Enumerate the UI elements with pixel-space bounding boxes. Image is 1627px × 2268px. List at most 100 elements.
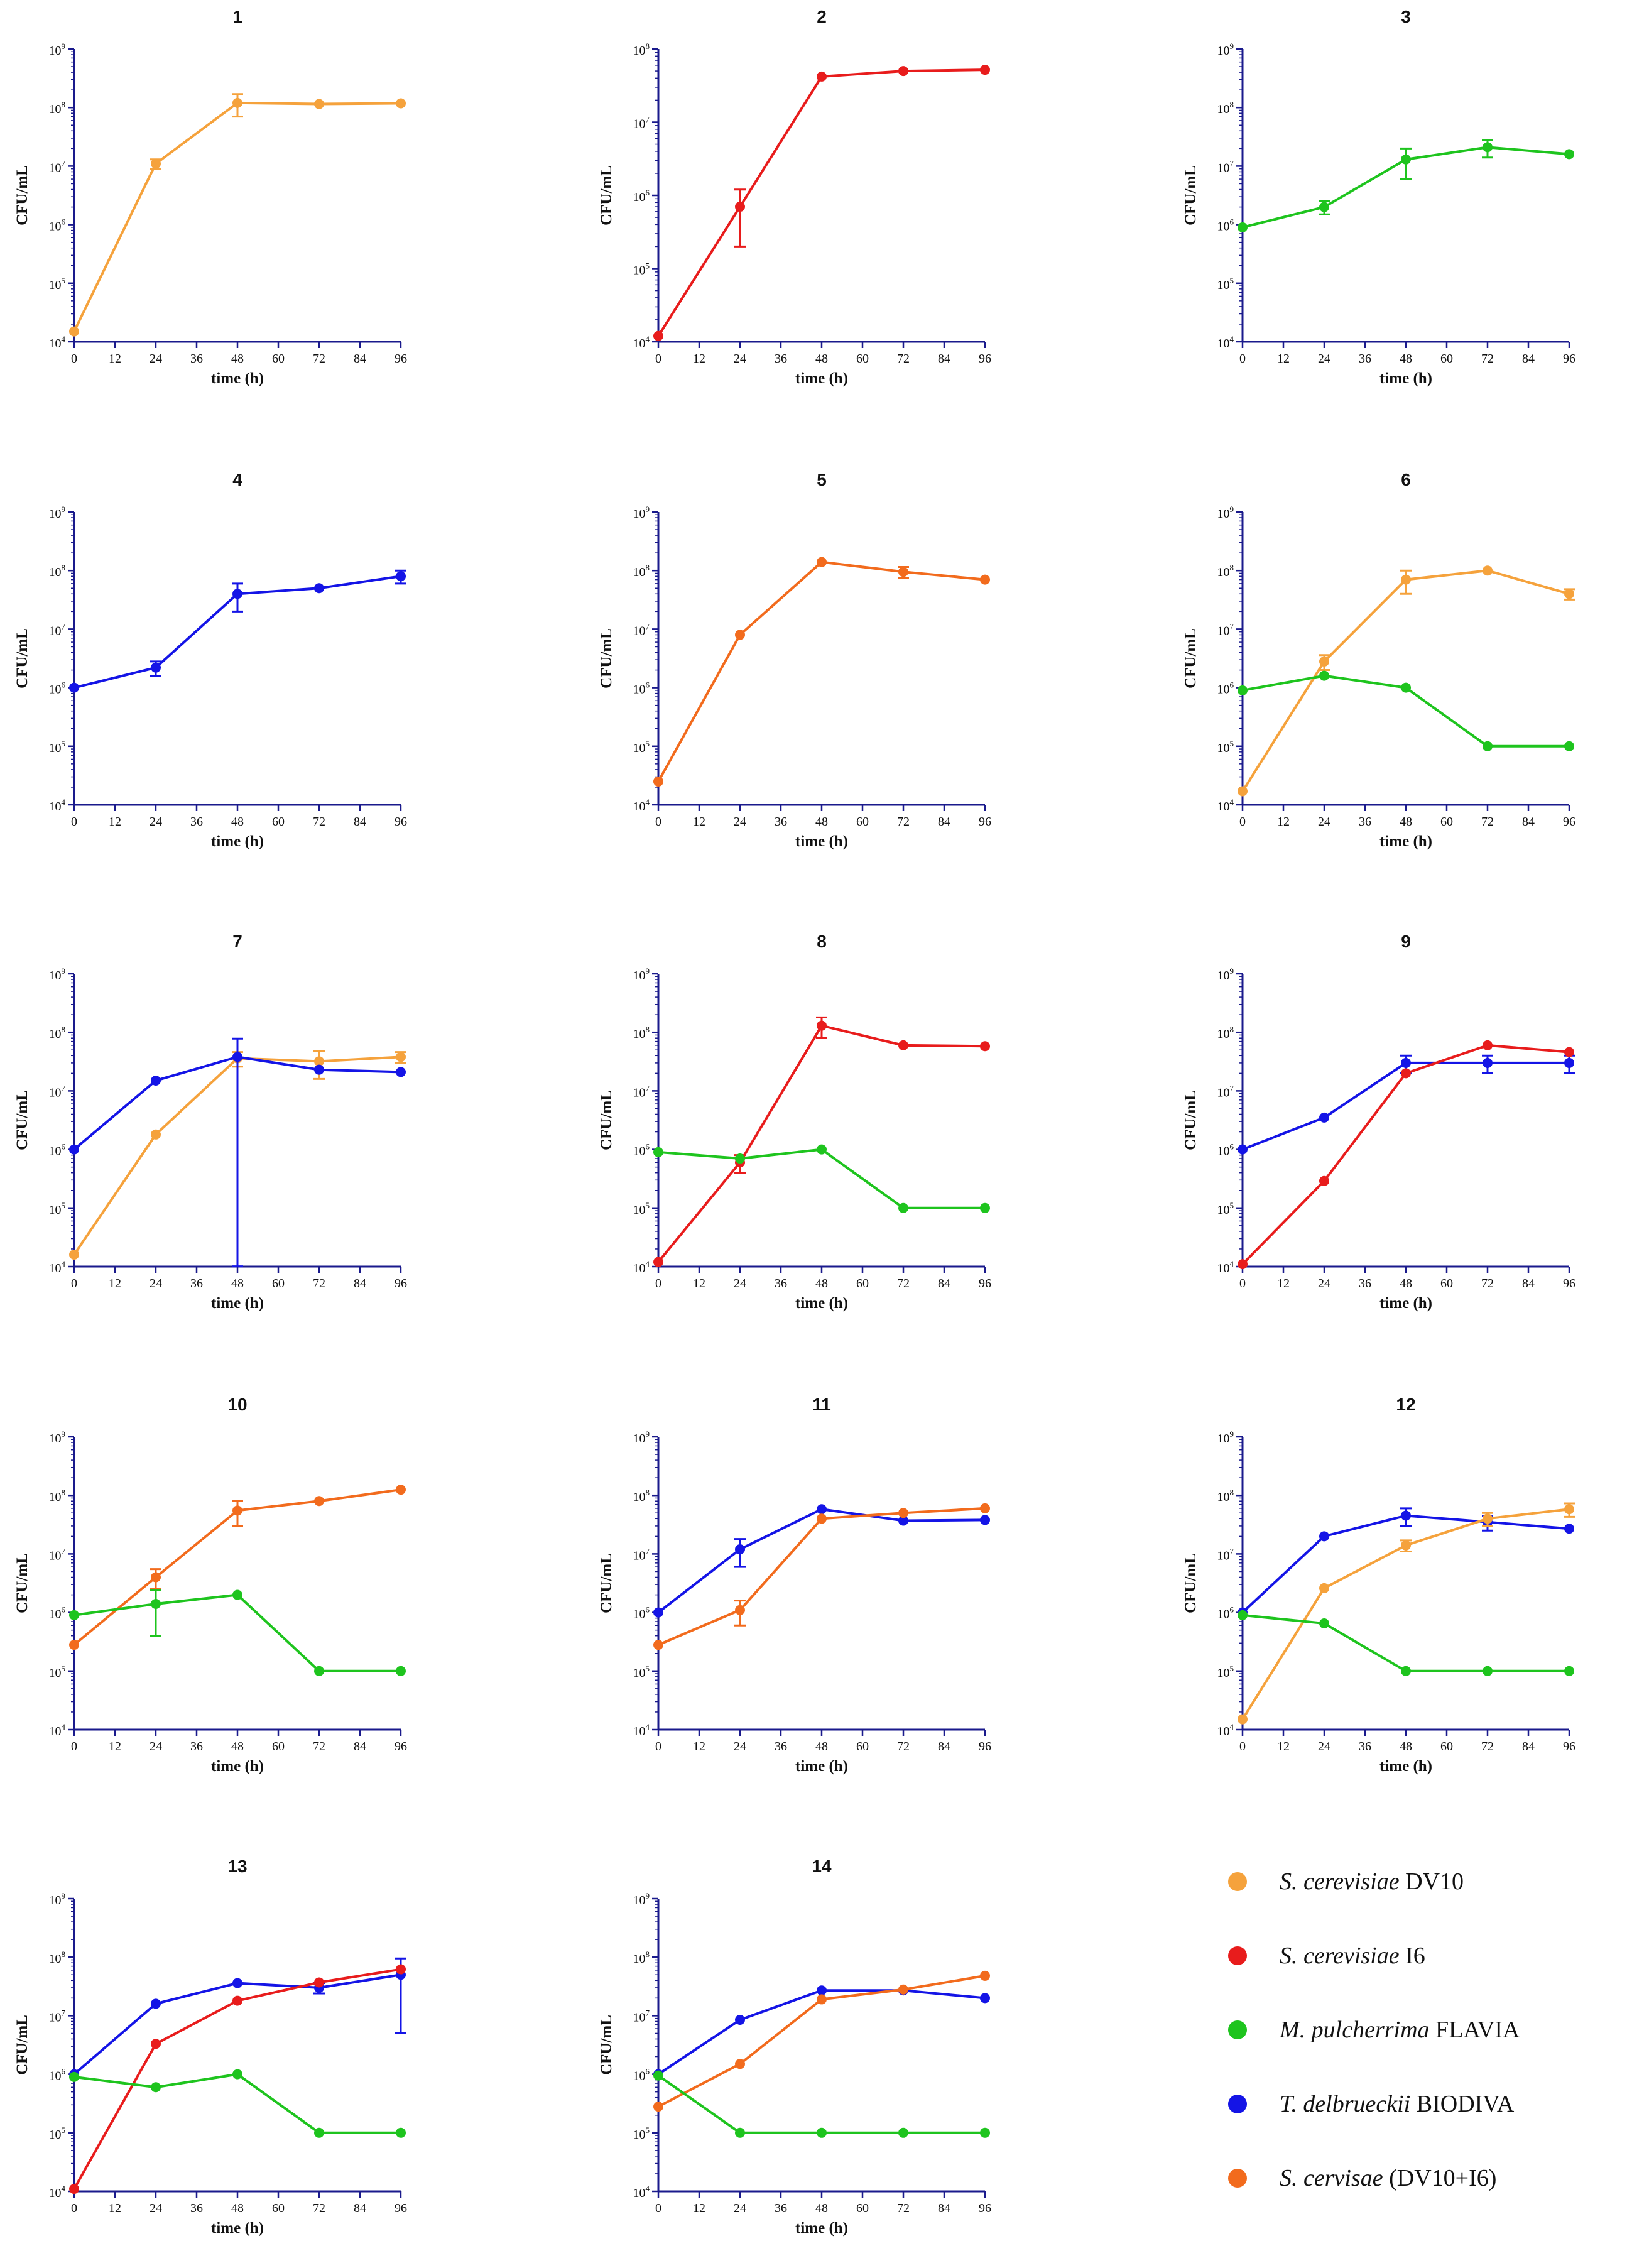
data-point-biodiva	[1483, 1517, 1493, 1527]
x-tick-label: 84	[938, 352, 950, 366]
data-point-biodiva	[1401, 1510, 1411, 1521]
x-tick-label: 36	[190, 352, 203, 366]
x-tick-label: 36	[775, 815, 787, 829]
panel-title: 4	[232, 470, 242, 489]
y-tick-label: 104	[1217, 334, 1234, 351]
data-point-mix	[817, 557, 827, 567]
x-tick-label: 96	[979, 1740, 991, 1753]
data-point-biodiva	[898, 1515, 908, 1526]
data-point-i6	[314, 1977, 324, 1988]
data-point-i6	[817, 1020, 827, 1031]
y-tick-label: 104	[49, 334, 66, 351]
y-tick-label: 107	[1217, 621, 1234, 638]
x-axis-title: time (h)	[211, 1758, 264, 1775]
y-tick-label: 108	[1217, 1488, 1234, 1504]
x-tick-label: 12	[1277, 352, 1290, 366]
x-tick-label: 60	[856, 352, 869, 366]
y-axis-title: CFU/mL	[14, 2015, 31, 2075]
data-point-dv10	[1483, 1513, 1493, 1524]
y-tick-label: 108	[49, 1949, 66, 1966]
legend-marker-flavia	[1228, 2020, 1247, 2039]
data-point-biodiva	[396, 1067, 406, 1077]
y-tick-label: 107	[633, 1546, 650, 1562]
y-tick-label: 108	[633, 1949, 650, 1966]
y-tick-label: 108	[49, 1488, 66, 1504]
series-line-dv10	[73, 101, 401, 332]
y-tick-label: 109	[49, 966, 66, 983]
x-tick-label: 96	[1563, 1740, 1575, 1753]
data-point-dv10	[232, 97, 242, 108]
x-axis-title: time (h)	[211, 1295, 264, 1312]
x-axis-title: time (h)	[795, 370, 848, 387]
legend-label-i6: S. cerevisiae I6	[1280, 1943, 1425, 1969]
data-point-biodiva	[1483, 1057, 1493, 1068]
x-tick-label: 84	[938, 1277, 950, 1290]
x-tick-label: 0	[1239, 352, 1246, 366]
x-tick-label: 48	[1400, 815, 1412, 829]
data-point-biodiva	[980, 1515, 990, 1525]
y-tick-label: 109	[633, 1891, 650, 1907]
series-line-biodiva	[73, 1973, 401, 2076]
data-point-mix	[735, 1605, 745, 1615]
data-point-mix	[735, 630, 745, 640]
data-point-flavia	[232, 1589, 242, 1600]
y-tick-label: 107	[633, 621, 650, 638]
y-tick-label: 105	[1217, 276, 1234, 292]
x-tick-label: 72	[897, 2201, 910, 2215]
y-tick-label: 104	[633, 1259, 650, 1275]
y-axis-title: CFU/mL	[14, 1090, 31, 1150]
data-point-biodiva	[314, 583, 324, 594]
y-tick-label: 106	[633, 1605, 650, 1622]
data-point-i6	[1564, 1047, 1574, 1057]
x-tick-label: 48	[815, 815, 828, 829]
x-tick-label: 96	[395, 815, 407, 829]
x-tick-label: 24	[150, 815, 162, 829]
data-point-i6	[1238, 1259, 1248, 1270]
legend-label-biodiva: T. delbrueckii BIODIVA	[1280, 2091, 1515, 2117]
data-point-mix	[653, 1640, 663, 1650]
x-tick-label: 24	[1318, 1740, 1330, 1753]
x-tick-label: 84	[354, 1740, 366, 1753]
x-tick-label: 12	[693, 352, 705, 366]
data-point-flavia	[1319, 202, 1329, 212]
data-point-i6	[396, 1964, 406, 1975]
data-point-biodiva	[396, 571, 406, 582]
data-point-mix	[898, 1508, 908, 1518]
x-tick-label: 84	[938, 1740, 950, 1753]
data-point-dv10	[396, 1052, 406, 1062]
y-tick-label: 107	[49, 1083, 66, 1099]
y-tick-label: 106	[1217, 680, 1234, 697]
data-point-mix	[653, 2102, 663, 2112]
x-tick-label: 72	[897, 815, 910, 829]
x-tick-label: 0	[655, 1740, 661, 1753]
legend: S. cerevisiae DV10 S. cerevisiae I6 M. p…	[1228, 1863, 1618, 2265]
data-point-flavia	[1564, 1666, 1574, 1676]
data-point-mix	[898, 1984, 908, 1995]
data-point-i6	[653, 1257, 663, 1267]
data-point-flavia	[1483, 741, 1493, 751]
y-tick-label: 106	[1217, 217, 1234, 234]
series-line-i6	[657, 1024, 986, 1263]
panel-title: 8	[817, 932, 827, 951]
data-point-biodiva	[735, 2014, 745, 2025]
y-tick-label: 105	[633, 1201, 650, 1217]
x-tick-label: 48	[1400, 1740, 1412, 1753]
data-point-mix	[396, 1485, 406, 1495]
data-point-i6	[1483, 1040, 1493, 1050]
data-point-mix	[735, 2059, 745, 2069]
panel-title: 9	[1401, 932, 1411, 951]
x-tick-label: 48	[815, 1740, 828, 1753]
legend-label-flavia: M. pulcherrima FLAVIA	[1280, 2017, 1520, 2043]
x-tick-label: 12	[109, 1277, 121, 1290]
y-tick-label: 107	[1217, 1546, 1234, 1562]
y-tick-label: 107	[49, 621, 66, 638]
y-tick-label: 108	[1217, 563, 1234, 579]
y-tick-label: 106	[49, 2067, 66, 2083]
y-tick-label: 106	[1217, 1605, 1234, 1622]
y-tick-label: 104	[49, 1259, 66, 1275]
series-line-biodiva	[73, 575, 401, 689]
x-tick-label: 0	[655, 1277, 661, 1290]
x-tick-label: 60	[272, 352, 285, 366]
x-tick-label: 60	[272, 2201, 285, 2215]
y-tick-label: 105	[49, 739, 66, 755]
